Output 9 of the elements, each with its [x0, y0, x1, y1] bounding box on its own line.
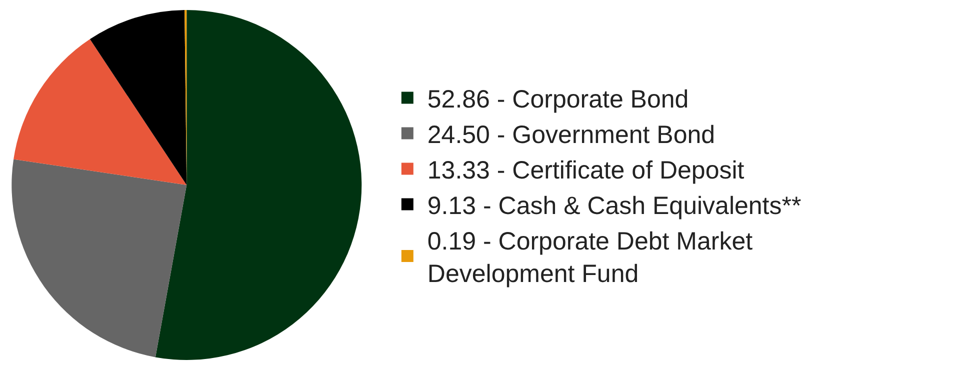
pie-slice	[155, 10, 362, 360]
legend-label: 24.50 - Government Bond	[427, 121, 716, 149]
legend-label: 0.19 - Corporate Debt Market Development Fund	[427, 228, 753, 288]
legend-label: 9.13 - Cash & Cash Equivalents**	[427, 192, 802, 220]
pie-slice	[12, 159, 187, 358]
legend-label: 52.86 - Corporate Bond	[427, 86, 689, 114]
legend-label: 13.33 - Certificate of Deposit	[427, 156, 744, 184]
pie-slice	[14, 39, 187, 185]
pie-slice	[90, 10, 187, 185]
